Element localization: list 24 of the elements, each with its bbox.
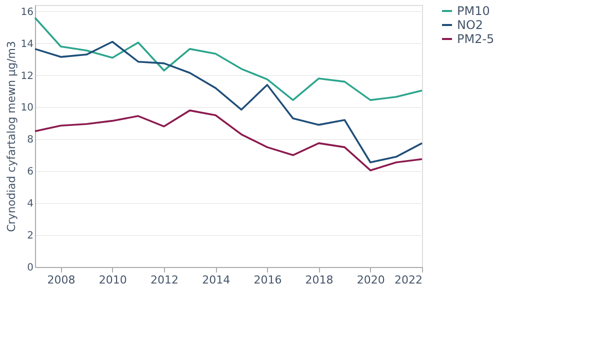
x-tick-label: 2012 [150,274,178,286]
y-tick-label: 6 [27,166,34,178]
line-series [34,110,423,172]
x-tick-label: 2022 [394,274,422,286]
y-tick-label: 14 [20,38,34,50]
line-series [34,40,423,164]
y-tick-label: 4 [27,198,34,210]
x-tick-label: 2014 [202,274,230,286]
x-tick-label: 2010 [98,274,127,286]
y-tick-label: 10 [20,102,34,114]
x-tick-label: 2008 [47,274,76,286]
y-tick-label: 8 [27,134,34,146]
x-tick-label: 2018 [305,274,334,286]
legend-label: NO2 [457,18,484,32]
x-tick-label: 2020 [356,274,385,286]
y-tick-label: 0 [27,262,34,274]
y-tick-label: 16 [20,6,34,18]
legend-label: PM10 [457,4,490,18]
line-series [34,16,423,101]
y-axis-title: Crynodiad cyfartalog mewn µg/m3 [4,40,18,232]
legend-label: PM2-5 [457,32,494,46]
y-tick-label: 12 [20,70,34,82]
y-tick-label: 2 [27,230,34,242]
x-tick-label: 2016 [254,274,282,286]
